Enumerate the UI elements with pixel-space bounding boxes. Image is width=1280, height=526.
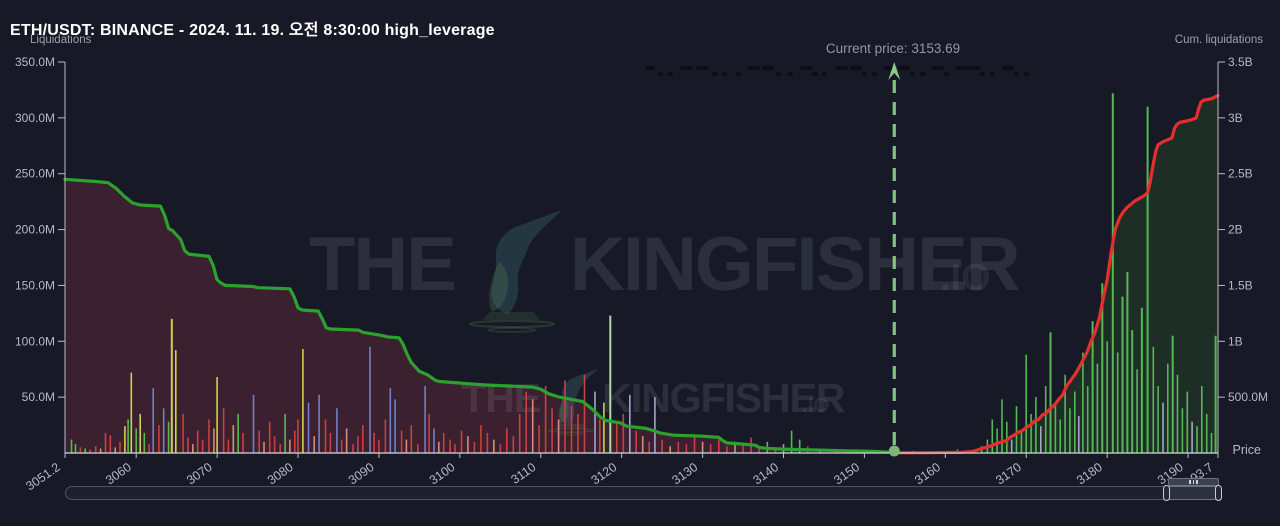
left-tick-label: 250.0M	[15, 167, 55, 181]
left-axis-caption: Liquidations	[30, 34, 92, 46]
bird-breast	[558, 397, 569, 424]
current-price-dot	[888, 445, 900, 457]
price-axis-caption: Price	[1232, 443, 1261, 457]
right-axis-caption: Cum. liquidations	[1174, 34, 1263, 46]
morse-dash	[990, 72, 995, 76]
morse-dash	[932, 66, 944, 70]
x-tick-label: 3160	[912, 460, 943, 487]
x-tick-label: 3051.2	[23, 460, 62, 493]
kingfisher-bird-icon	[559, 368, 598, 426]
x-tick-label: 3080	[265, 460, 296, 487]
watermark-io: .IO	[940, 257, 991, 299]
right-tick-label: 2.5B	[1228, 167, 1253, 181]
right-tick-label: 500.0M	[1228, 390, 1268, 404]
range-slider-left-handle[interactable]	[1163, 485, 1170, 501]
watermark-the: THE	[309, 222, 455, 307]
watermark-kingfisher: KINGFISHER	[570, 222, 1020, 307]
range-slider-track[interactable]	[65, 486, 1220, 500]
morse-dash	[800, 66, 812, 70]
cumulative-liquidations-below-price-area	[65, 179, 895, 454]
right-tick-label: 3.5B	[1228, 55, 1253, 69]
x-tick-label: 3070	[184, 460, 215, 487]
right-tick-label: 1B	[1228, 334, 1243, 348]
morse-dash	[722, 72, 727, 76]
morse-dash	[812, 72, 818, 76]
x-tick-label: 3140	[750, 460, 781, 487]
morse-dash	[1002, 66, 1014, 70]
morse-dash	[748, 66, 760, 70]
current-price-label: Current price: 3153.69	[825, 41, 961, 56]
morse-dash	[910, 72, 915, 76]
morse-dash	[645, 66, 655, 70]
morse-dash	[1014, 72, 1019, 76]
morse-dash	[822, 72, 827, 76]
water-ripple	[469, 320, 555, 328]
morse-dash	[920, 72, 926, 76]
watermark-kingfisher: KINGFISHER	[602, 375, 845, 421]
left-tick-label: 100.0M	[15, 334, 55, 348]
right-tick-label: 1.5B	[1228, 278, 1253, 292]
x-tick-label: 3090	[346, 460, 377, 487]
range-slider-window[interactable]	[1166, 486, 1221, 500]
right-tick-label: 2B	[1228, 223, 1243, 237]
bird-breast	[489, 262, 508, 312]
morse-dash	[968, 66, 980, 70]
x-tick-label: 3170	[993, 460, 1024, 487]
kingfisher-bird-icon	[491, 210, 562, 314]
left-tick-label: 150.0M	[15, 278, 55, 292]
slider-grip-icon[interactable]	[1168, 478, 1219, 486]
left-tick-label: 300.0M	[15, 111, 55, 125]
morse-dash	[680, 66, 692, 70]
morse-dash	[836, 66, 848, 70]
watermark-the: THE	[461, 375, 540, 421]
kingfisher-watermark: THE KINGFISHER.IO	[461, 368, 846, 436]
morse-dash	[696, 66, 708, 70]
watermark-io: .IO	[802, 394, 829, 417]
morse-dash	[658, 72, 663, 76]
morse-dash	[668, 72, 673, 76]
left-tick-label: 50.0M	[22, 390, 55, 404]
cumulative-liquidations-above-price-area	[894, 95, 1218, 453]
morse-dash	[776, 72, 781, 76]
morse-dash	[1024, 72, 1029, 76]
x-tick-label: 3100	[427, 460, 458, 487]
morse-dash	[980, 72, 985, 76]
morse-dash	[944, 72, 949, 76]
x-tick-label: 3130	[669, 460, 700, 487]
x-tick-label: 3060	[103, 460, 134, 487]
morse-dash	[762, 66, 774, 70]
right-tick-label: 3B	[1228, 111, 1243, 125]
morse-dash	[872, 72, 877, 76]
x-tick-label: 3180	[1074, 460, 1105, 487]
morse-dash	[736, 72, 741, 76]
left-tick-label: 200.0M	[15, 223, 55, 237]
morse-dash	[850, 66, 862, 70]
chart-title: ETH/USDT: BINANCE - 2024. 11. 19. 오전 8:3…	[10, 22, 495, 39]
bird-perch	[482, 312, 540, 320]
x-tick-label: 3150	[831, 460, 862, 487]
cumulative-liquidations-below-price-line	[63, 177, 897, 454]
morse-dash	[788, 72, 793, 76]
x-tick-label: 3110	[508, 460, 538, 487]
range-slider-right-handle[interactable]	[1215, 485, 1222, 501]
left-tick-label: 350.0M	[15, 55, 55, 69]
x-tick-label: 3120	[589, 460, 620, 487]
kingfisher-watermark: THE KINGFISHER.IO	[309, 210, 1022, 333]
morse-dash	[898, 66, 910, 70]
morse-dash	[956, 66, 968, 70]
cumulative-liquidations-above-price-line	[892, 93, 1220, 455]
arrow-up-icon	[888, 62, 901, 80]
water-ripple	[487, 327, 537, 333]
morse-dash	[862, 72, 867, 76]
morse-dash	[712, 72, 718, 76]
